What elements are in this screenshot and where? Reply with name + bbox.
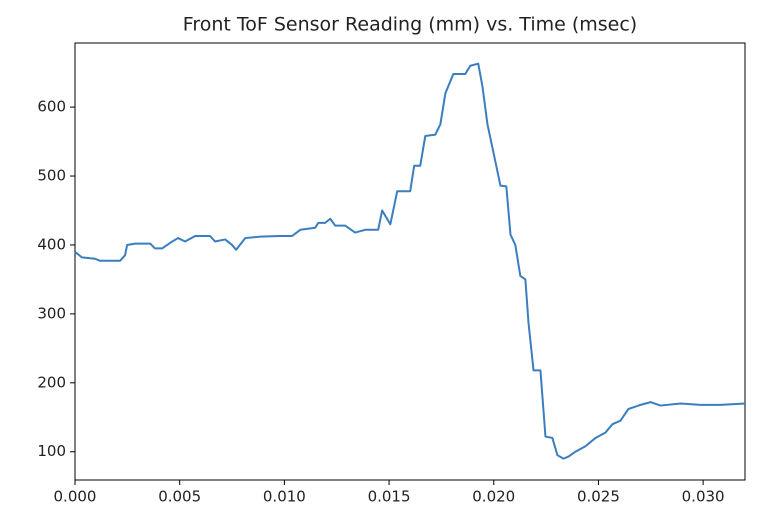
x-tick-label: 0.030 (682, 488, 725, 506)
x-tick-label: 0.005 (158, 488, 201, 506)
x-tick-label: 0.010 (263, 488, 306, 506)
y-tick-label: 400 (37, 235, 66, 253)
y-tick-label: 300 (37, 304, 66, 322)
y-tick-label: 500 (37, 167, 66, 185)
x-tick-label: 0.000 (54, 488, 97, 506)
x-tick-label: 0.015 (368, 488, 411, 506)
plot-frame (74, 42, 746, 481)
x-tick-label: 0.020 (472, 488, 515, 506)
data-line (74, 62, 746, 460)
y-tick-label: 100 (37, 442, 66, 460)
x-tick-label: 0.025 (577, 488, 620, 506)
y-tick-label: 600 (37, 98, 66, 116)
y-tick-label: 200 (37, 373, 66, 391)
chart-title: Front ToF Sensor Reading (mm) vs. Time (… (183, 14, 637, 36)
